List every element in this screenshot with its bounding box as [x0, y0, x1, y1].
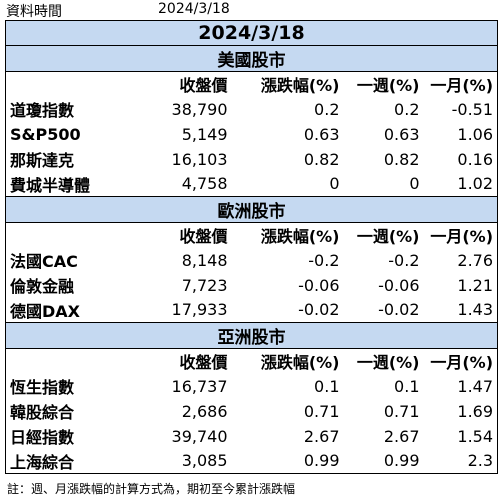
index-name: 那斯達克 — [10, 151, 75, 170]
data-time-label: 資料時間 — [6, 4, 62, 20]
date-banner: 2024/3/18 — [5, 20, 498, 46]
section-banner: 美國股市 — [5, 45, 498, 72]
column-header-empty — [6, 349, 124, 374]
column-header-empty — [6, 72, 124, 97]
table-row: 費城半導體 4,758 0 0 1.02 — [6, 172, 498, 197]
week-header: 一週(%) — [356, 76, 420, 96]
change-value: 0.71 — [303, 401, 340, 421]
month-value: 2.3 — [467, 451, 494, 471]
week-value: 2.67 — [383, 426, 420, 446]
close-header: 收盤價 — [179, 76, 228, 96]
change-header: 漲跌幅(%) — [260, 353, 340, 373]
table-row: 倫敦金融 7,723 -0.06 -0.06 1.21 — [6, 273, 498, 298]
change-value: 2.67 — [303, 426, 340, 446]
month-value: 1.21 — [457, 275, 494, 295]
change-value: 0.1 — [314, 376, 340, 396]
column-header-row: 收盤價 漲跌幅(%) 一週(%) 一月(%) — [6, 349, 498, 374]
month-value: 1.54 — [457, 426, 494, 446]
month-value: 0.16 — [457, 149, 494, 169]
month-header: 一月(%) — [430, 353, 494, 373]
column-header-empty — [6, 223, 124, 248]
table-row: 恆生指數 16,737 0.1 0.1 1.47 — [6, 374, 498, 399]
table-title: 2024/3/18 — [5, 20, 498, 46]
week-value: 0.99 — [383, 451, 420, 471]
change-value: 0.2 — [314, 99, 340, 119]
month-value: 1.06 — [457, 124, 494, 144]
index-name: 費城半導體 — [10, 175, 91, 195]
data-time-line: 資料時間 2024/3/18 — [0, 0, 504, 20]
close-value: 16,737 — [171, 376, 228, 396]
close-value: 4,758 — [181, 174, 228, 194]
change-header: 漲跌幅(%) — [260, 76, 340, 96]
week-value: 0.71 — [383, 401, 420, 421]
week-header: 一週(%) — [356, 227, 420, 247]
change-value: 0.63 — [303, 124, 340, 144]
change-value: 0 — [329, 174, 340, 194]
change-value: 0.82 — [303, 149, 340, 169]
index-name: 倫敦金融 — [10, 277, 75, 296]
market-table-body: 2024/3/18 美國股市 收盤價 漲跌幅(%) 一週(%) 一月(%) 道瓊指數 38,… — [5, 20, 498, 474]
month-value: 1.43 — [457, 300, 494, 320]
week-value: -0.02 — [378, 300, 420, 320]
month-value: -0.51 — [451, 99, 494, 119]
index-name: 恆生指數 — [10, 378, 75, 397]
month-value: 1.69 — [457, 401, 494, 421]
week-value: -0.2 — [388, 250, 420, 270]
month-value: 2.76 — [457, 250, 494, 270]
section-banner: 歐洲股市 — [5, 196, 498, 223]
week-header: 一週(%) — [356, 353, 420, 373]
index-name: 法國CAC — [10, 252, 78, 271]
week-value: 0 — [409, 174, 420, 194]
close-value: 8,148 — [181, 250, 228, 270]
column-header-row: 收盤價 漲跌幅(%) 一週(%) 一月(%) — [6, 223, 498, 248]
month-header: 一月(%) — [430, 227, 494, 247]
table-row: 韓股綜合 2,686 0.71 0.71 1.69 — [6, 399, 498, 424]
index-name: 道瓊指數 — [10, 101, 75, 120]
month-header: 一月(%) — [430, 76, 494, 96]
table-row: 日經指數 39,740 2.67 2.67 1.54 — [6, 424, 498, 449]
close-value: 5,149 — [181, 124, 228, 144]
close-value: 17,933 — [171, 300, 228, 320]
section-banner: 亞洲股市 — [5, 322, 498, 349]
month-value: 1.47 — [457, 376, 494, 396]
week-value: 0.2 — [394, 99, 420, 119]
section-title: 美國股市 — [5, 45, 498, 72]
index-name: 韓股綜合 — [10, 403, 75, 422]
data-time-value: 2024/3/18 — [158, 1, 230, 17]
table-row: 德國DAX 17,933 -0.02 -0.02 1.43 — [6, 298, 498, 323]
month-value: 1.02 — [457, 174, 494, 194]
table-row: 那斯達克 16,103 0.82 0.82 0.16 — [6, 147, 498, 172]
change-value: 0.99 — [303, 451, 340, 471]
index-name: 日經指數 — [10, 428, 75, 447]
week-value: 0.82 — [383, 149, 420, 169]
table-row: 道瓊指數 38,790 0.2 0.2 -0.51 — [6, 97, 498, 122]
close-value: 3,085 — [181, 451, 228, 471]
column-header-row: 收盤價 漲跌幅(%) 一週(%) 一月(%) — [6, 72, 498, 97]
section-title: 歐洲股市 — [5, 196, 498, 223]
index-name: S&P500 — [10, 124, 81, 144]
index-name: 德國DAX — [10, 301, 81, 321]
close-header: 收盤價 — [179, 353, 228, 373]
week-value: 0.63 — [383, 124, 420, 144]
change-header: 漲跌幅(%) — [260, 227, 340, 247]
close-value: 2,686 — [181, 401, 228, 421]
table-row: 法國CAC 8,148 -0.2 -0.2 2.76 — [6, 248, 498, 273]
section-title: 亞洲股市 — [5, 322, 498, 349]
change-value: -0.02 — [298, 300, 340, 320]
close-value: 16,103 — [171, 149, 228, 169]
market-table: 2024/3/18 美國股市 收盤價 漲跌幅(%) 一週(%) 一月(%) 道瓊指數 38,… — [5, 20, 499, 474]
index-name: 上海綜合 — [10, 452, 75, 472]
close-value: 39,740 — [171, 426, 228, 446]
footnote: 註：週、月漲跌幅的計算方式為，期初至今累計漲跌幅 — [7, 482, 296, 496]
change-value: -0.06 — [298, 275, 340, 295]
table-row: S&P500 5,149 0.63 0.63 1.06 — [6, 122, 498, 147]
close-header: 收盤價 — [179, 227, 228, 247]
close-value: 7,723 — [181, 275, 228, 295]
week-value: -0.06 — [378, 275, 420, 295]
close-value: 38,790 — [171, 99, 228, 119]
table-row: 上海綜合 3,085 0.99 0.99 2.3 — [6, 449, 498, 474]
week-value: 0.1 — [394, 376, 420, 396]
change-value: -0.2 — [308, 250, 340, 270]
